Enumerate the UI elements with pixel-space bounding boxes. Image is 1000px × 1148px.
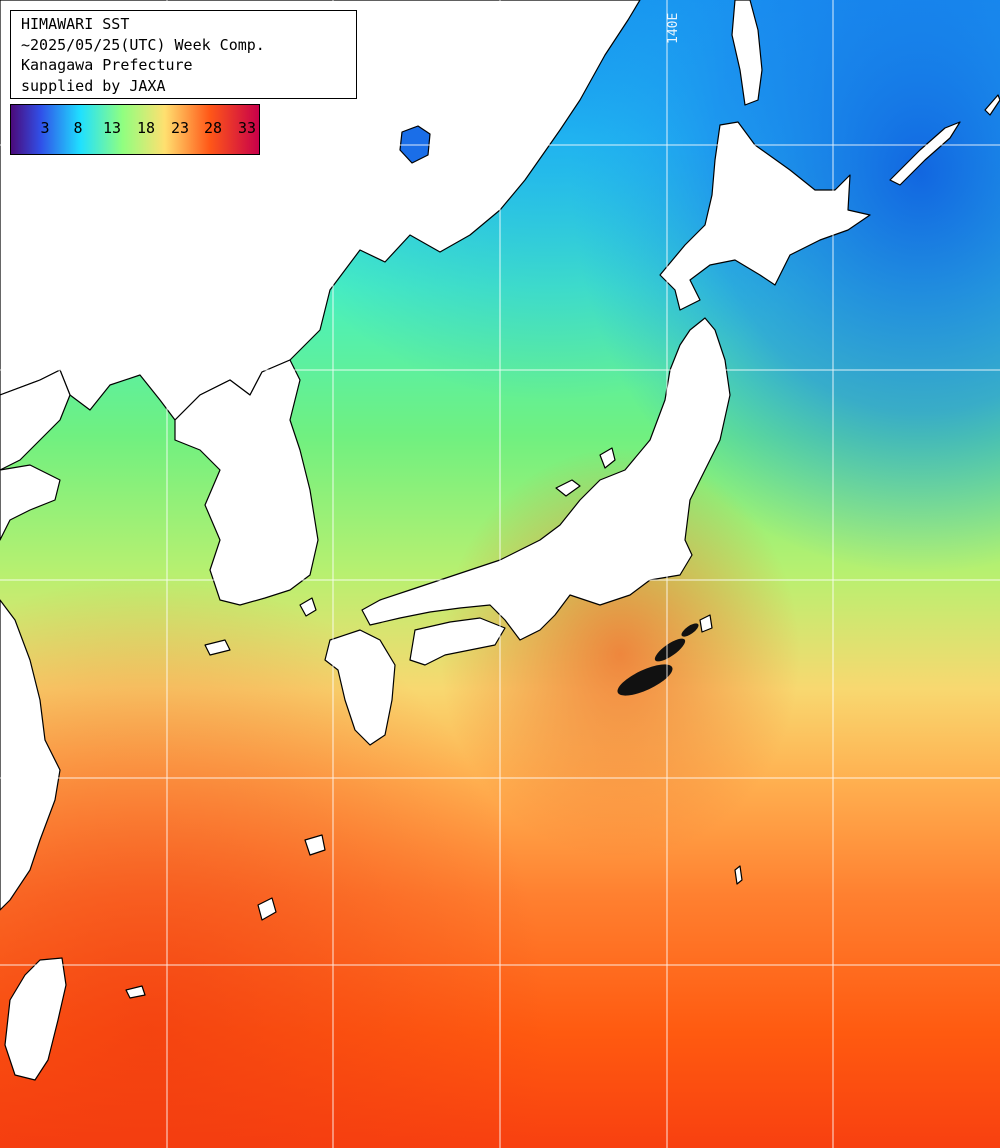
region-name: Kanagawa Prefecture <box>21 56 193 74</box>
kyushu <box>324 629 396 746</box>
shikoku <box>409 617 506 666</box>
colorbar-tick: 18 <box>136 119 156 137</box>
lon-label-140e: 140E <box>666 12 681 44</box>
colorbar-tick: 28 <box>203 119 223 137</box>
china-southeast <box>0 599 61 911</box>
colorbar-tick: 3 <box>40 119 50 137</box>
colorbar-tick: 13 <box>102 119 122 137</box>
sakhalin <box>731 0 763 106</box>
color-scale-bar: 3 8 13 18 23 28 33 <box>10 104 260 155</box>
kuril-islands <box>889 121 961 186</box>
shandong <box>0 464 61 541</box>
korean-peninsula <box>174 359 319 606</box>
date-range: ~2025/05/25(UTC) Week Comp. <box>21 35 265 54</box>
taiwan <box>4 957 67 1081</box>
hokkaido <box>659 121 871 311</box>
data-source: supplied by JAXA <box>21 76 166 95</box>
colorbar-tick: 8 <box>73 119 83 137</box>
lat-label-40n: 40N <box>14 354 38 369</box>
china-coast <box>0 369 71 471</box>
colorbar-tick: 33 <box>237 119 257 137</box>
colorbar-tick: 23 <box>170 119 190 137</box>
honshu <box>361 317 731 641</box>
island-cluster <box>617 623 699 696</box>
map-title: HIMAWARI SST <box>21 15 130 33</box>
info-box: HIMAWARI SST ~2025/05/25(UTC) Week Comp.… <box>10 10 357 99</box>
